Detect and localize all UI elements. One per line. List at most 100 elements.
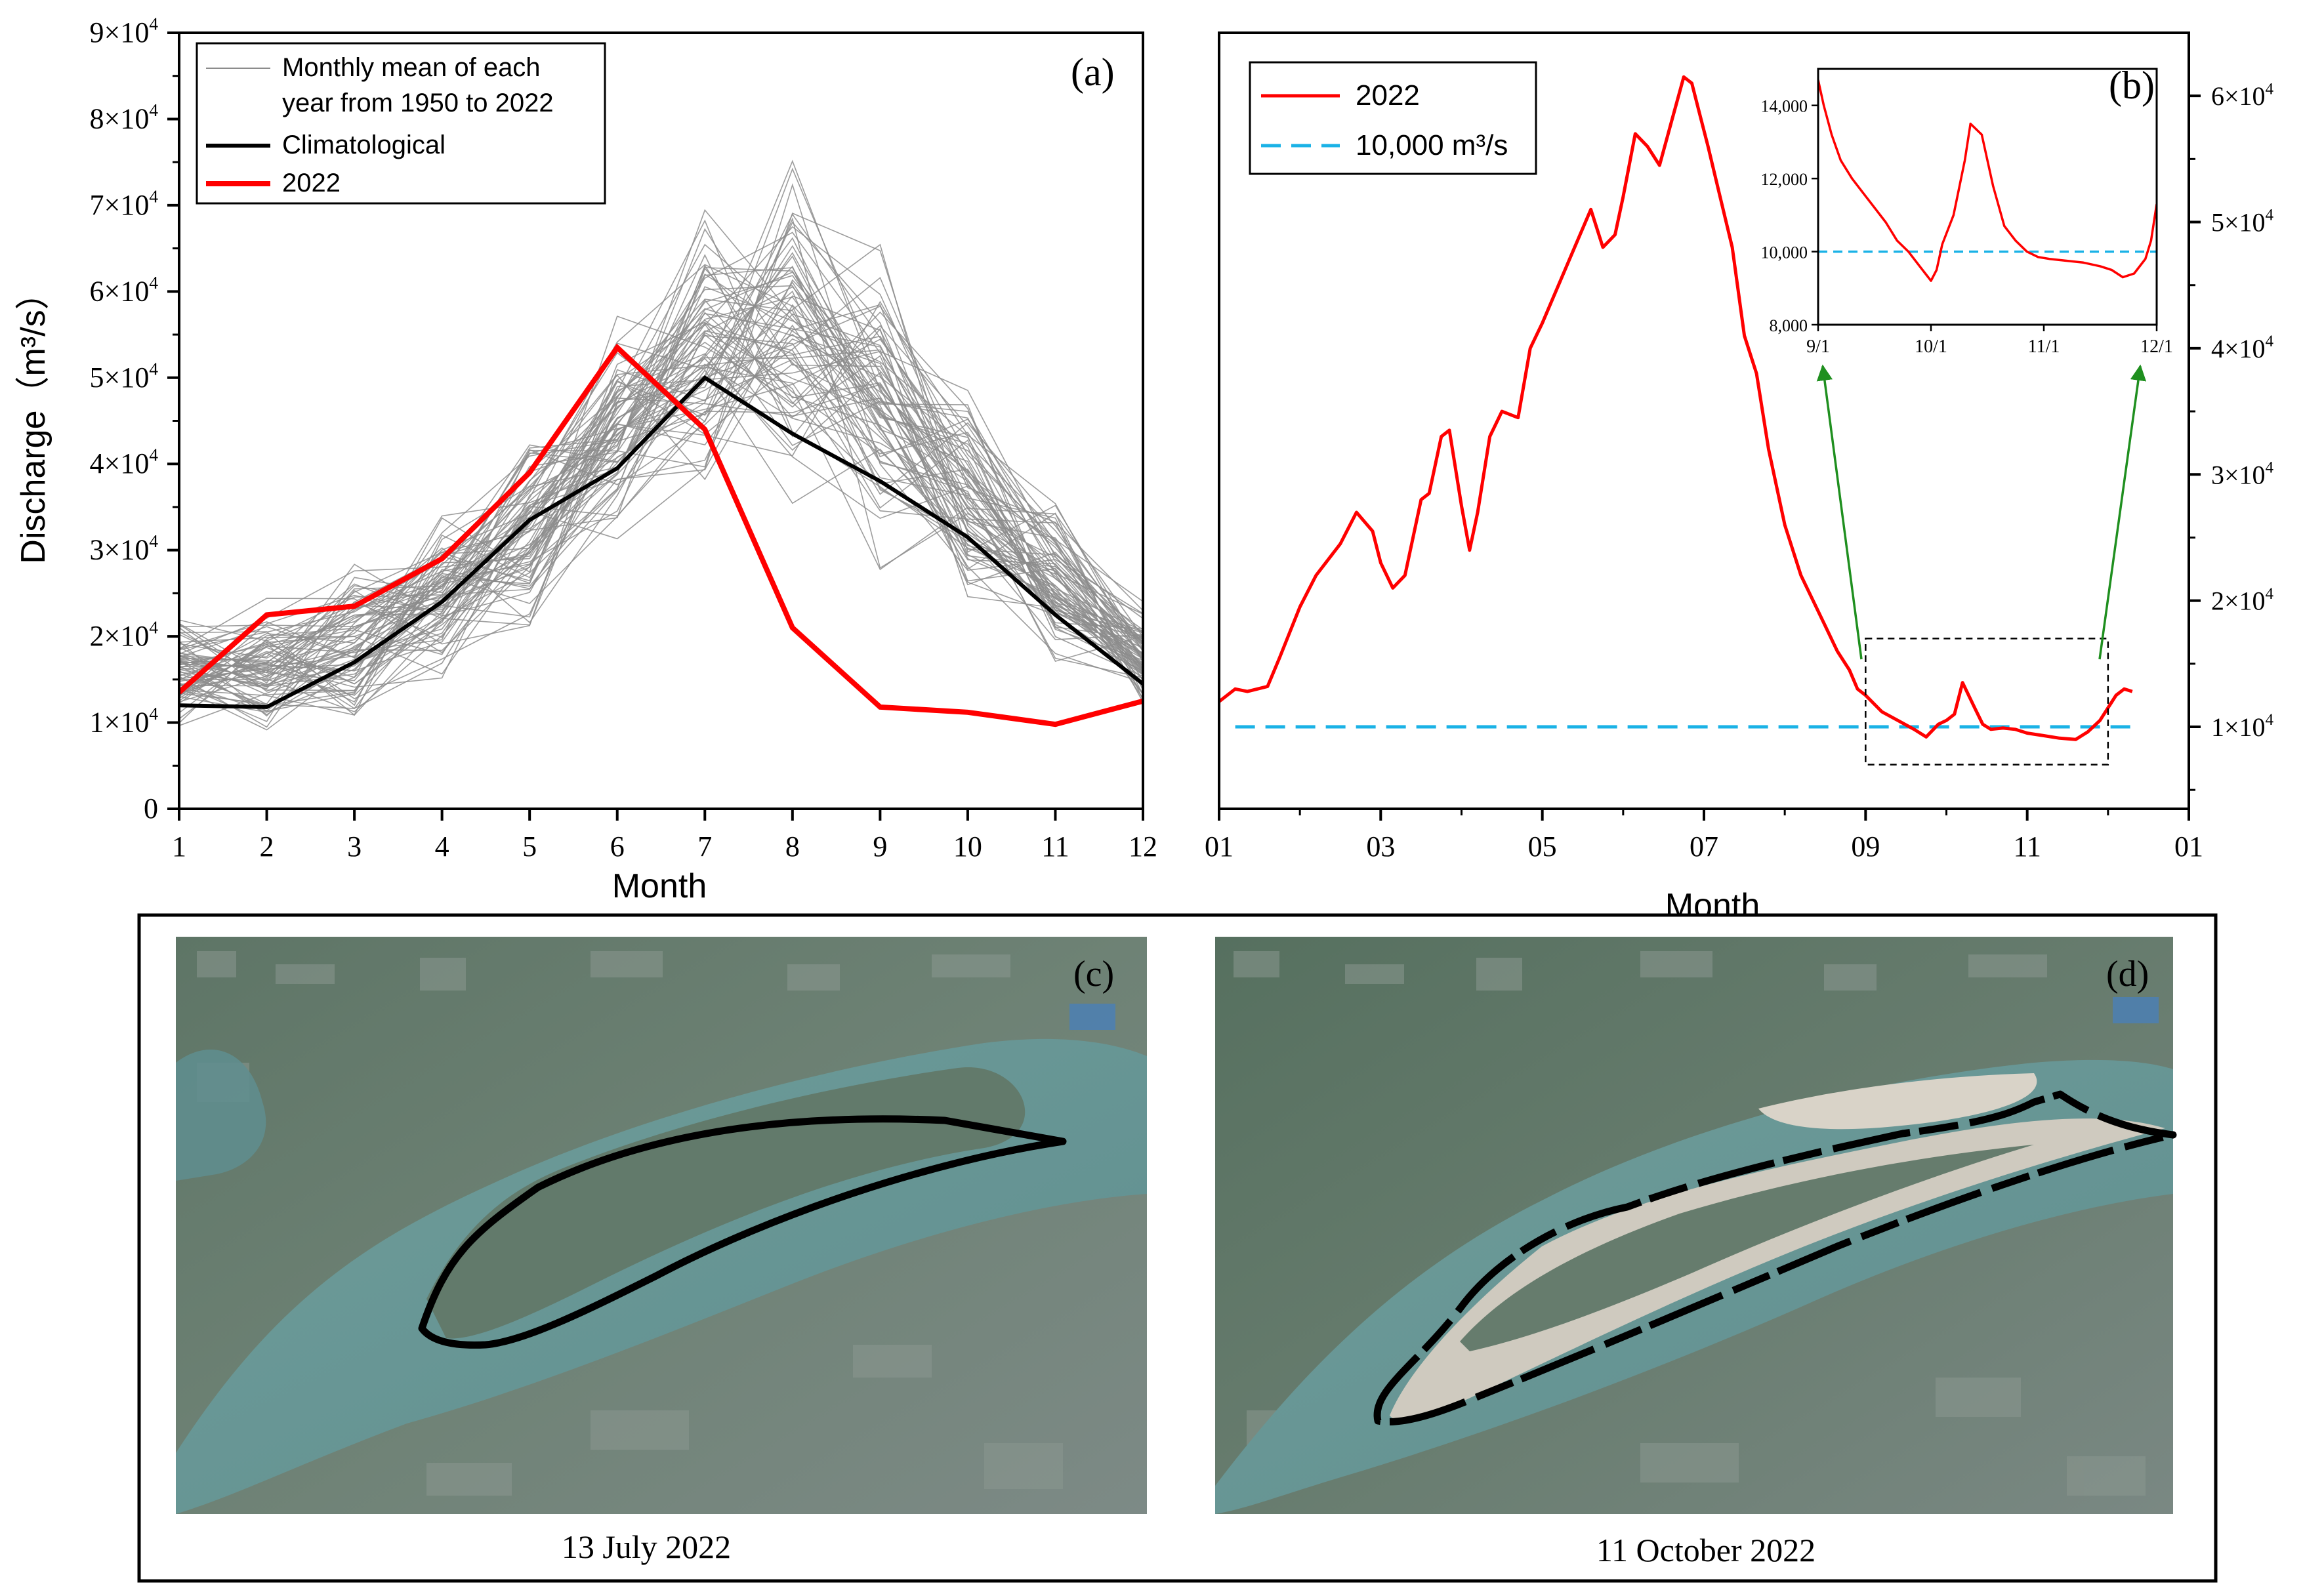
highlight-box xyxy=(1865,638,2109,766)
x-tick-label: 11 xyxy=(1041,830,1069,863)
island-c xyxy=(426,1067,1026,1339)
panel-b-x-ticks: 01 03 05 07 09 11 01 xyxy=(1205,809,2203,863)
x-tick-label: 6 xyxy=(610,830,625,863)
y-tick-label: 0 xyxy=(144,792,158,825)
x-tick-label: 2 xyxy=(260,830,274,863)
yearly-line xyxy=(179,308,1143,663)
panel-c-label: (c) xyxy=(1073,954,1114,994)
panel-a-series xyxy=(179,343,1143,727)
panel-a-y-ticks: 0 1×104 2×104 3×104 4×104 5×104 6×104 7×104 8×10… xyxy=(90,14,179,825)
panel-a-x-ticks: 1 2 3 4 5 6 7 8 9 10 11 12 xyxy=(172,809,1157,863)
panel-b-legend: 2022 10,000 m³/s xyxy=(1249,61,1537,175)
x-tick-label: 03 xyxy=(1366,830,1395,863)
y-tick-label: 3×104 xyxy=(90,531,159,565)
yearly-line xyxy=(179,219,1143,658)
yearly-line xyxy=(179,159,1143,712)
yearly-line xyxy=(179,290,1143,694)
yearly-line xyxy=(179,232,1143,720)
yearly-line xyxy=(179,271,1143,682)
yearly-line xyxy=(179,304,1143,674)
panel-a-label: (a) xyxy=(1071,51,1115,94)
x-tick-label: 4 xyxy=(435,830,449,863)
satellite-image-d xyxy=(1215,937,2177,1514)
y-tick-label: 4×104 xyxy=(90,445,159,480)
yearly-line xyxy=(179,264,1143,689)
panel-a-yearly-lines xyxy=(179,159,1143,731)
panel-d-label: (d) xyxy=(2106,954,2149,994)
yearly-line xyxy=(179,298,1143,663)
x-tick-label: 1 xyxy=(172,830,186,863)
inset-line-2022 xyxy=(1818,79,2157,282)
yearly-line xyxy=(179,228,1143,682)
yearly-line xyxy=(179,358,1143,699)
panel-b-label: (b) xyxy=(2109,64,2155,107)
panel-a: 1 2 3 4 5 6 7 8 9 10 11 12 01×1042×1043×1044×1045×1… xyxy=(14,14,1157,905)
legend-label-2022: 2022 xyxy=(282,169,341,197)
x-tick-label: 3 xyxy=(347,830,362,863)
y-tick-label: 2×104 xyxy=(90,618,159,652)
panel-c-caption: 13 July 2022 xyxy=(562,1528,731,1565)
inset-y-tick-label: 8,000 xyxy=(1770,316,1808,335)
island-d-vegetation xyxy=(1460,1145,2034,1351)
x-tick-label: 01 xyxy=(2174,830,2203,863)
y-tick-label: 3×104 xyxy=(2211,459,2274,489)
x-tick-label: 07 xyxy=(1690,830,1718,863)
zoom-arrow-left xyxy=(1816,364,1863,660)
panel-a-xlabel: Month xyxy=(612,867,707,905)
x-tick-label: 5 xyxy=(522,830,537,863)
legend-box xyxy=(196,42,606,205)
panel-b-y-ticks: 1×104 2×104 3×104 4×104 5×104 6×104 xyxy=(2189,80,2274,791)
yearly-line xyxy=(179,353,1143,682)
yearly-line xyxy=(179,311,1143,687)
yearly-line xyxy=(179,213,1143,714)
satellite-image-c xyxy=(176,937,1147,1514)
x-tick-label: 12 xyxy=(1129,830,1157,863)
yearly-line xyxy=(179,296,1143,709)
panel-a-legend: Monthly mean of each year from 1950 to 2… xyxy=(196,42,606,205)
inset-y-tick-label: 10,000 xyxy=(1761,243,1808,262)
x-tick-label: 01 xyxy=(1205,830,1234,863)
y-tick-label: 9×104 xyxy=(90,14,159,49)
zoom-arrow-right xyxy=(2098,364,2147,660)
line-2022 xyxy=(179,343,1143,727)
sandbar-d-top xyxy=(1758,1073,2037,1130)
yearly-line xyxy=(179,338,1143,697)
yearly-line xyxy=(179,300,1143,678)
legend-box-b xyxy=(1249,61,1537,175)
panel-c: (c) 13 July 2022 xyxy=(176,937,1147,1565)
panel-d: (d) 11 October 2022 xyxy=(1215,937,2177,1568)
legend-label-b-2022: 2022 xyxy=(1356,79,1420,112)
y-tick-label: 8×104 xyxy=(90,100,159,134)
inset-x-tick-label: 11/1 xyxy=(2028,337,2060,357)
yearly-line xyxy=(179,255,1143,684)
yearly-line xyxy=(179,183,1143,696)
y-tick-label: 6×104 xyxy=(90,273,159,307)
yearly-line xyxy=(179,384,1143,691)
yearly-line xyxy=(179,243,1143,682)
y-tick-label: 4×104 xyxy=(2211,333,2274,363)
yearly-line xyxy=(179,335,1143,680)
legend-label-b-threshold: 10,000 m³/s xyxy=(1356,129,1508,161)
y-tick-label: 5×104 xyxy=(2211,207,2274,237)
yearly-line xyxy=(179,321,1143,687)
x-tick-label: 7 xyxy=(697,830,712,863)
legend-label-yearly-line1: Monthly mean of each xyxy=(282,53,541,82)
sandbar-d xyxy=(1390,1118,2165,1422)
legend-label-climatological: Climatological xyxy=(282,131,446,159)
island-outline-d xyxy=(1373,1090,2177,1425)
inset-x-tick-label: 12/1 xyxy=(2140,337,2173,357)
yearly-line xyxy=(179,304,1143,708)
legend-label-yearly-line2: year from 1950 to 2022 xyxy=(282,89,554,117)
y-tick-label: 2×104 xyxy=(2211,585,2274,616)
yearly-line xyxy=(179,363,1143,701)
inset-x-tick-label: 10/1 xyxy=(1915,337,1947,357)
inset-y-tick-label: 14,000 xyxy=(1761,97,1808,116)
inset-y-tick-label: 12,000 xyxy=(1761,170,1808,189)
line-2022-daily xyxy=(1219,75,2133,741)
x-tick-label: 9 xyxy=(873,830,887,863)
x-tick-label: 05 xyxy=(1528,830,1557,863)
inset-frame xyxy=(1817,68,2158,326)
climatological-line xyxy=(179,375,1143,709)
y-tick-label: 1×104 xyxy=(2211,711,2274,742)
inset-x-tick-label: 9/1 xyxy=(1806,337,1830,357)
